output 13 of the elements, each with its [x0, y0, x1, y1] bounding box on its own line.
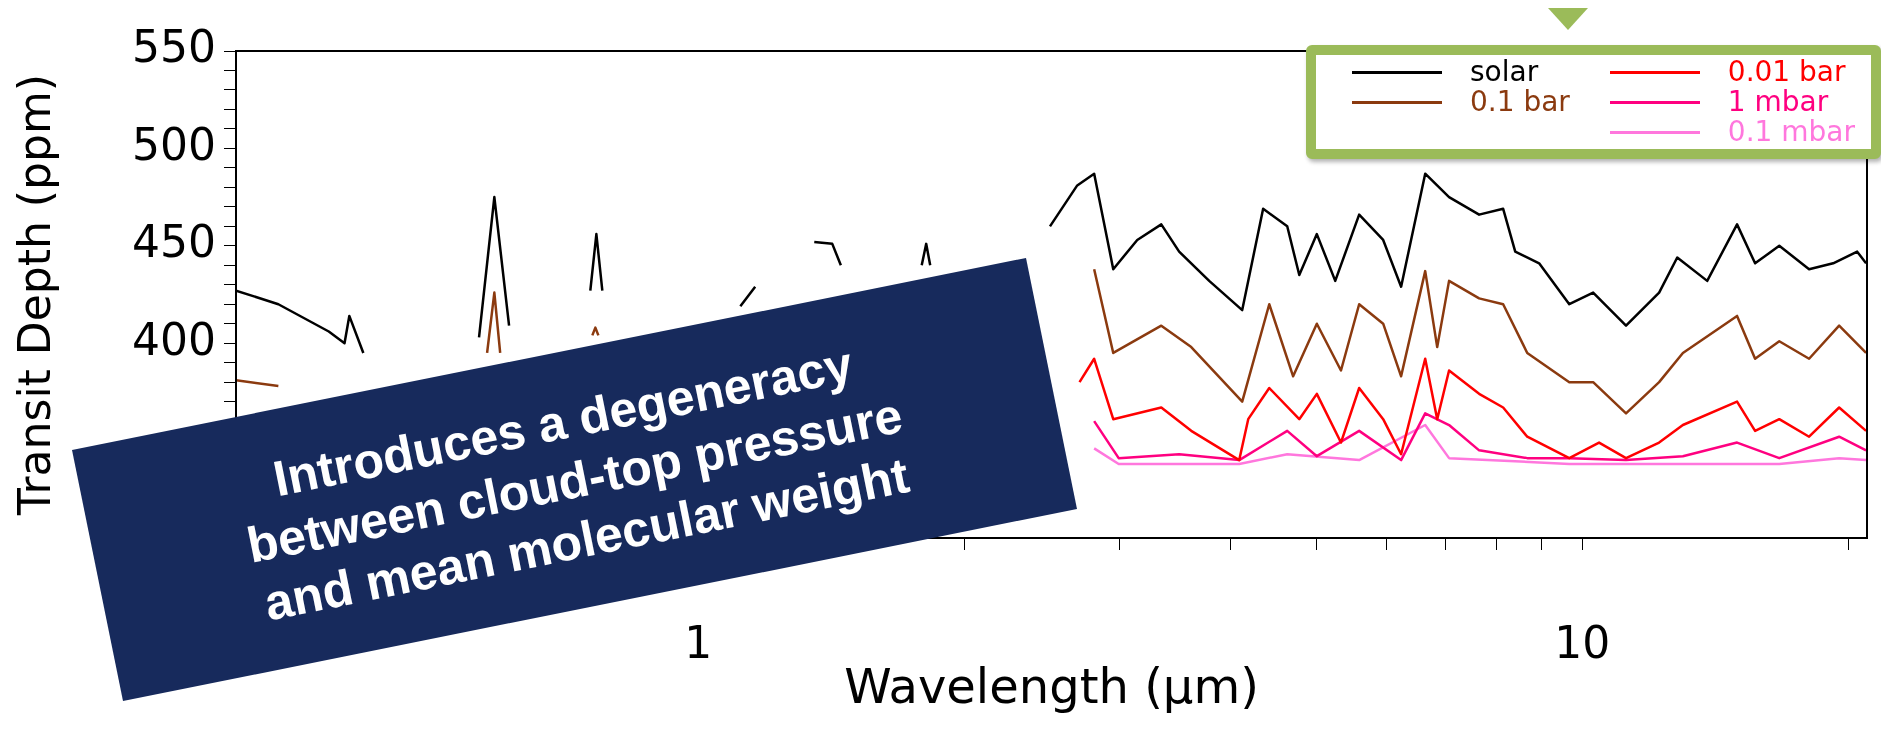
- legend-label: 0.1 bar: [1469, 85, 1570, 118]
- y-tick-label: 550: [132, 21, 216, 73]
- legend-label: 1 mbar: [1727, 85, 1829, 118]
- x-tick-label: 10: [1554, 616, 1611, 668]
- y-tick-label: 450: [132, 216, 216, 268]
- legend-label: 0.1 mbar: [1727, 115, 1855, 148]
- x-axis-title: Wavelength (μm): [844, 657, 1259, 714]
- y-tick-label: 400: [132, 313, 216, 365]
- x-tick-label: 1: [684, 616, 713, 668]
- legend-label: solar: [1469, 55, 1539, 88]
- y-tick-label: 500: [132, 118, 216, 170]
- y-axis-title: Transit Depth (ppm): [8, 74, 60, 516]
- legend-label: 0.01 bar: [1727, 55, 1846, 88]
